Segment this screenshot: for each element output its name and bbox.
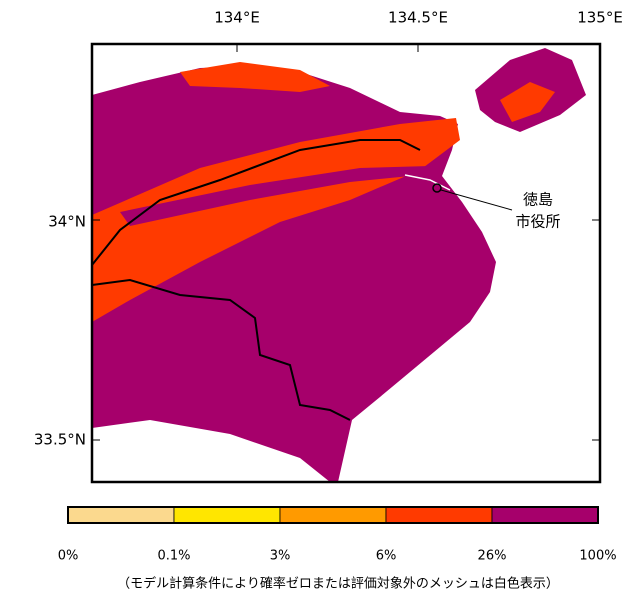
awaji-band	[500, 82, 555, 122]
map-area	[92, 44, 600, 482]
colorbar-segment	[67, 506, 175, 524]
colorbar-label: 26%	[478, 549, 507, 564]
colorbar-label: 0%	[58, 549, 79, 564]
colorbar-segment	[279, 506, 387, 524]
colorbar-label: 0.1%	[157, 549, 190, 564]
hazard-streak	[120, 166, 430, 226]
colorbar-label: 6%	[376, 549, 397, 564]
note: （モデル計算条件により確率ゼロまたは評価対象外のメッシュは白色表示）	[117, 576, 559, 592]
lat-label: 34°N	[48, 213, 86, 231]
map-frame	[90, 42, 602, 484]
city-label: 市役所	[515, 213, 560, 231]
ticks	[92, 44, 600, 441]
prefecture-border	[92, 278, 351, 421]
lon-label: 134.5°E	[388, 9, 448, 27]
lat-label: 33.5°N	[34, 431, 86, 449]
sea-south	[92, 420, 330, 482]
city-label: 徳島	[523, 191, 553, 209]
hazard-top	[180, 62, 330, 92]
colorbar-frame	[67, 506, 599, 524]
colorbar-label: 3%	[270, 549, 291, 564]
colorbar-segment	[385, 506, 493, 524]
lon-label: 134°E	[214, 9, 260, 27]
prefecture-border	[92, 139, 421, 266]
lon-label: 135°E	[577, 9, 623, 27]
colorbar: 0% 0.1% 3% 6% 26% 100%	[58, 506, 617, 564]
colorbar-label: 100%	[579, 549, 616, 564]
city-marker	[432, 183, 442, 193]
colorbar-segment	[173, 506, 281, 524]
river	[404, 174, 451, 191]
leader-line	[440, 189, 513, 211]
colorbar-segment	[491, 506, 599, 524]
